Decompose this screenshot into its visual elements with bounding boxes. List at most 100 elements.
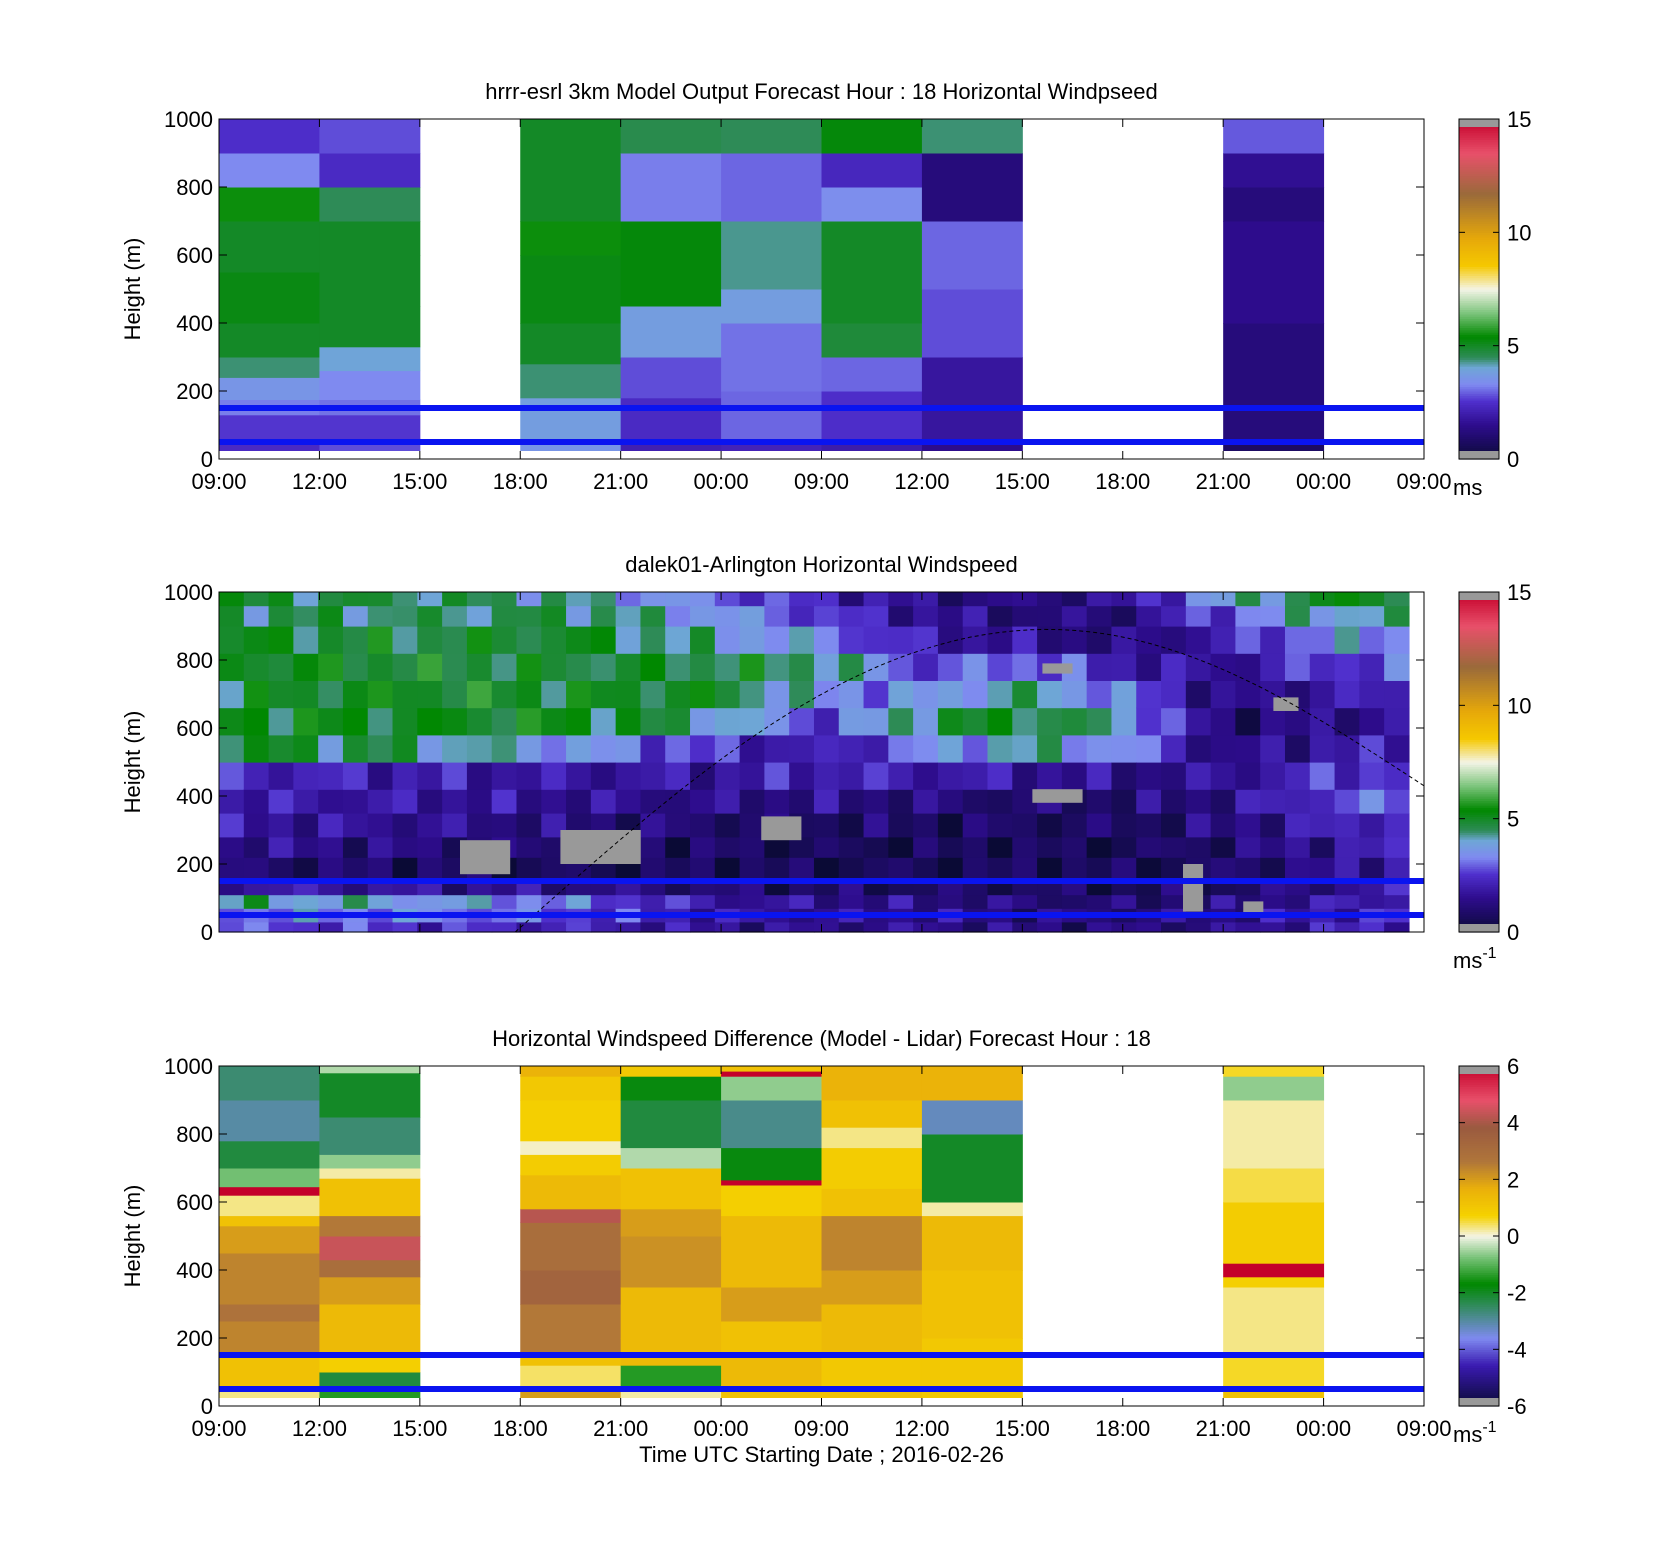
colorbar-segment — [1459, 130, 1499, 134]
heatmap-cell — [640, 605, 666, 627]
colorbar-segment — [1459, 1310, 1499, 1314]
heatmap-cell — [342, 653, 369, 681]
heatmap-cell — [319, 1168, 421, 1179]
colorbar-segment — [1459, 141, 1499, 145]
heatmap-cell — [615, 605, 642, 627]
heatmap-cell — [219, 1304, 320, 1322]
heatmap-cell — [739, 626, 765, 654]
colorbar-segment — [1459, 406, 1499, 410]
colorbar-segment — [1459, 830, 1499, 833]
heatmap-cell — [417, 734, 443, 763]
heatmap-cell — [665, 921, 691, 933]
heatmap-cell — [417, 592, 443, 607]
heatmap-cell — [1334, 605, 1360, 627]
colorbar-tick-label: 0 — [1507, 1224, 1519, 1249]
heatmap-cell — [342, 894, 369, 909]
colorbar-segment — [1459, 911, 1499, 915]
colorbar-segment — [1459, 1129, 1499, 1133]
heatmap-cell — [319, 1117, 421, 1155]
colorbar-segment — [1459, 157, 1499, 161]
heatmap-cell — [491, 605, 518, 627]
heatmap-cell — [466, 680, 493, 709]
colorbar-segment — [1459, 766, 1499, 770]
heatmap-cell — [541, 605, 567, 627]
heatmap-cell — [1037, 592, 1063, 607]
heatmap-cell — [615, 789, 642, 814]
colorbar-segment — [1459, 809, 1499, 813]
heatmap-cell — [1161, 707, 1187, 736]
heatmap-cell — [1334, 592, 1360, 607]
colorbar-segment — [1459, 680, 1499, 684]
heatmap-cell — [615, 762, 642, 790]
heatmap-cell — [764, 894, 790, 909]
heatmap-cell — [721, 1215, 822, 1288]
heatmap-cell — [520, 1222, 622, 1271]
heatmap-cell — [921, 153, 1023, 222]
colorbar-segment — [1459, 1190, 1499, 1194]
heatmap-cell — [1359, 921, 1385, 933]
colorbar-segment — [1459, 1156, 1499, 1160]
heatmap-cell — [541, 592, 567, 607]
colorbar-segment — [1459, 805, 1499, 808]
heatmap-cell — [417, 857, 443, 879]
heatmap-cell — [1260, 857, 1286, 879]
heatmap-cell — [690, 605, 716, 627]
heatmap-cell — [764, 789, 790, 814]
colorbar-segment — [1459, 907, 1499, 910]
heatmap-cell — [466, 921, 493, 933]
x-tick-label: 18:00 — [493, 1416, 548, 1441]
colorbar-segment — [1459, 718, 1499, 722]
colorbar-segment — [1459, 381, 1499, 385]
y-tick-label: 800 — [176, 1122, 213, 1147]
heatmap-cell — [1284, 626, 1311, 654]
heatmap-cell — [888, 836, 914, 858]
heatmap-cell — [219, 1321, 320, 1356]
heatmap-cell — [1061, 605, 1088, 627]
heatmap-cell — [937, 836, 964, 858]
heatmap-cell — [721, 1185, 822, 1217]
x-tick-label: 09:00 — [1396, 1416, 1451, 1441]
colorbar-segment — [1459, 180, 1499, 184]
colorbar-segment — [1459, 302, 1499, 306]
colorbar-segment — [1459, 848, 1499, 851]
heatmap-cell — [1334, 813, 1360, 838]
heatmap-cell — [714, 857, 741, 879]
heatmap-cell — [1309, 894, 1336, 909]
heatmap-cell — [566, 707, 592, 736]
heatmap-cell — [813, 680, 840, 709]
heatmap-cell — [1210, 734, 1237, 763]
heatmap-cell — [1037, 836, 1063, 858]
y-tick-label: 1000 — [164, 107, 213, 132]
colorbar-segment — [1459, 807, 1499, 811]
colorbar-segment — [1459, 1272, 1499, 1276]
colorbar-segment — [1459, 198, 1499, 202]
heatmap-cell — [1136, 605, 1162, 627]
colorbar-segment — [1459, 189, 1499, 193]
heatmap-cell — [1309, 857, 1336, 879]
heatmap-cell — [1284, 836, 1311, 858]
colorbar-segment — [1459, 443, 1499, 446]
heatmap-cell — [813, 653, 840, 681]
colorbar-segment — [1459, 273, 1499, 276]
heatmap-cell — [319, 1259, 421, 1278]
heatmap-cell — [1223, 153, 1325, 188]
colorbar-segment — [1459, 1183, 1499, 1187]
heatmap-cell — [293, 836, 319, 858]
heatmap-cell — [913, 921, 939, 933]
colorbar-segment — [1459, 868, 1499, 872]
colorbar-segment — [1459, 1168, 1499, 1171]
heatmap-cell — [863, 789, 889, 814]
heatmap-cell — [1359, 680, 1385, 709]
heatmap-cell — [620, 221, 722, 307]
heatmap-cell — [721, 119, 822, 154]
y-tick-label: 200 — [176, 379, 213, 404]
x-tick-label: 18:00 — [1095, 469, 1150, 494]
colorbar-segment — [1459, 1251, 1499, 1255]
colorbar-segment — [1459, 675, 1499, 679]
heatmap-cell — [491, 789, 518, 814]
heatmap-cell — [838, 762, 865, 790]
colorbar-segment — [1459, 626, 1499, 629]
heatmap-cell — [913, 605, 939, 627]
heatmap-cell — [1086, 592, 1113, 607]
colorbar-segment — [1459, 134, 1499, 138]
